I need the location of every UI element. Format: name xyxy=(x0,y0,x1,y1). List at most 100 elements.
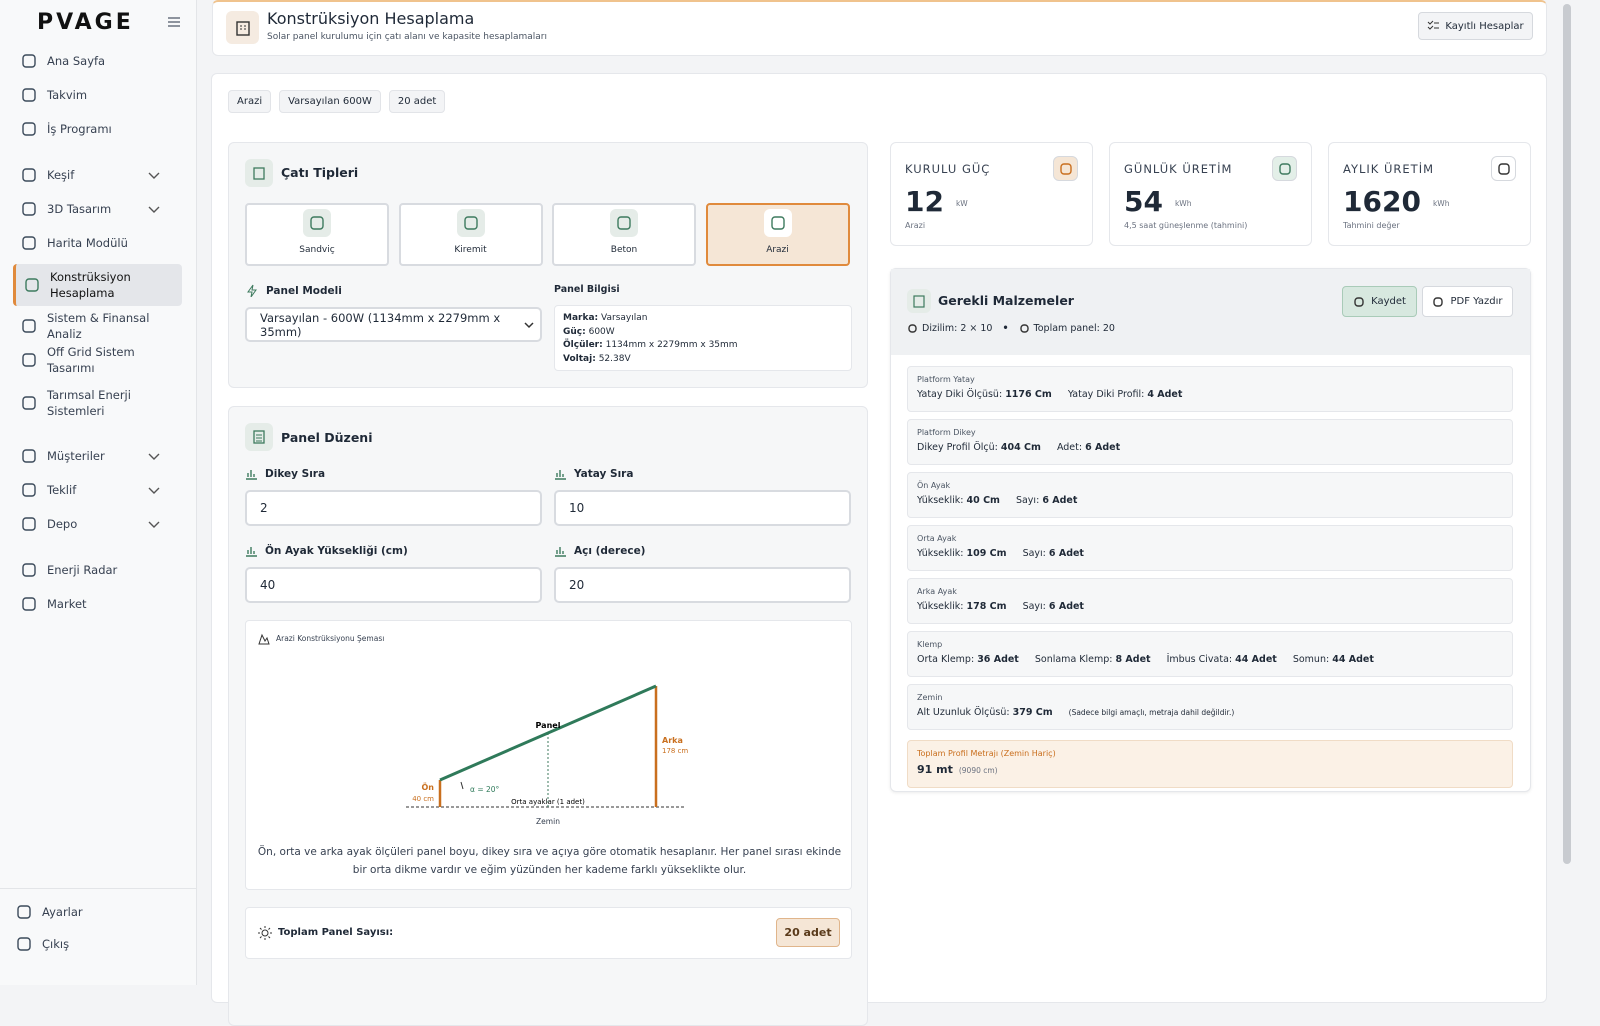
roof-option[interactable]: Arazi xyxy=(705,203,850,266)
menu-item[interactable]: 3D Tasarım xyxy=(13,195,182,223)
field-value: 36 Adet xyxy=(977,654,1019,665)
icon xyxy=(22,54,36,68)
menu-item[interactable]: Konstrüksiyon Hesaplama xyxy=(13,264,182,306)
button[interactable]: PDF Yazdır xyxy=(1422,286,1513,317)
diagram-note: Ön, orta ve arka ayak ölçüleri panel boy… xyxy=(257,846,842,876)
menu-label: Ayarlar xyxy=(42,905,83,919)
logo[interactable]: PVAGE xyxy=(37,10,134,35)
section-title: Çatı Tipleri xyxy=(281,165,359,180)
field-value: 6 Adet xyxy=(1048,601,1084,612)
stat-icon xyxy=(1053,156,1078,181)
total-value: 20 adet xyxy=(776,918,840,947)
menu-item[interactable]: İş Programı xyxy=(13,115,182,143)
menu-label: Çıkış xyxy=(42,937,70,951)
section-title: Gerekli Malzemeler xyxy=(938,293,1074,308)
field-label: Orta Klemp: xyxy=(917,654,975,665)
stat-icon xyxy=(1272,156,1297,181)
content-card: Çatı Tipleri Panel Modeli Varsayılan - 6… xyxy=(211,73,1547,1026)
number-input[interactable]: 20 xyxy=(554,567,851,603)
info-label: Güç: xyxy=(563,326,586,337)
panel-info: Marka: Varsayılan Güç: 600W Ölçüler: 1134m… xyxy=(554,305,852,371)
field-label: Panel Modeli xyxy=(246,284,342,297)
footer-item[interactable]: Ayarlar xyxy=(8,899,177,925)
front-height: 40 cm xyxy=(412,795,434,803)
menu-toggle[interactable] xyxy=(167,15,181,29)
field-label: Sayı: xyxy=(1015,495,1040,506)
value: 54 xyxy=(1124,185,1163,218)
divider xyxy=(0,888,197,889)
total-label: Toplam Panel Sayısı: xyxy=(278,927,394,938)
info-value: 52.38V xyxy=(598,353,631,364)
number-input[interactable]: 10 xyxy=(554,490,851,526)
material-item: Platform Dikey Dikey Profil Ölçü: 404 Cm A… xyxy=(907,419,1513,465)
field-value: 404 Cm xyxy=(1000,442,1041,453)
material-item: Zemin Alt Uzunluk Ölçüsü: 379 Cm (Sadece b… xyxy=(907,684,1513,730)
summary-text: Dizilim: 2 × 10 xyxy=(922,323,993,334)
info-row: Güç: 600W xyxy=(563,326,843,340)
icon xyxy=(22,319,36,333)
menu-label: Ana Sayfa xyxy=(47,54,106,68)
field-value: 6 Adet xyxy=(1042,495,1078,506)
field-value: 6 Adet xyxy=(1048,548,1084,559)
icon xyxy=(25,278,39,292)
label: Yatay Sıra xyxy=(574,467,634,480)
field-label: Yükseklik: xyxy=(917,495,964,506)
menu-label: Market xyxy=(47,597,87,611)
icon xyxy=(246,547,257,557)
saved-button[interactable]: Kayıtlı Hesaplar xyxy=(1418,12,1533,40)
material-note: (Sadece bilgi amaçlı, metraja dahil deği… xyxy=(1068,708,1235,717)
roof-option[interactable]: Kiremit xyxy=(398,203,543,266)
menu-item[interactable]: Ana Sayfa xyxy=(13,47,182,75)
roof-option[interactable]: Sandviç xyxy=(245,203,389,266)
menu-item[interactable]: Off Grid Sistem Tasarımı xyxy=(13,345,182,375)
icon xyxy=(22,563,36,577)
label: Dikey Sıra xyxy=(265,467,326,480)
menu-item[interactable]: Enerji Radar xyxy=(13,556,182,584)
material-item: Arka Ayak Yükseklik: 178 Cm Sayı: 6 Adet xyxy=(907,578,1513,624)
option-label: Arazi xyxy=(766,245,789,255)
roof-option[interactable]: Beton xyxy=(552,203,696,266)
menu-label: Müşteriler xyxy=(47,449,105,463)
field-value: 4 Adet xyxy=(1147,389,1183,400)
option-label: Kiremit xyxy=(454,245,487,255)
field-value: 379 Cm xyxy=(1012,707,1053,718)
button[interactable]: Kaydet xyxy=(1342,286,1417,317)
menu-item[interactable]: Market xyxy=(13,590,182,618)
field-value: 1176 Cm xyxy=(1005,389,1052,400)
icon xyxy=(1278,162,1291,175)
field-label: Sonlama Klemp: xyxy=(1034,654,1113,665)
summary-text: Toplam panel: 20 xyxy=(1033,323,1115,334)
chevron xyxy=(148,453,160,460)
chevron xyxy=(148,487,160,494)
select-value: Varsayılan - 600W (1134mm x 2279mm x 35m… xyxy=(260,310,501,339)
material-fields: Yükseklik: 40 Cm Sayı: 6 Adet xyxy=(917,495,1503,506)
number-input[interactable]: 40 xyxy=(245,567,542,603)
menu-item[interactable]: Müşteriler xyxy=(13,442,182,470)
menu-item[interactable]: Takvim xyxy=(13,81,182,109)
number-input[interactable]: 2 xyxy=(245,490,542,526)
menu-item[interactable]: Sistem & Finansal Analiz xyxy=(13,311,182,341)
menu-label: İş Programı xyxy=(47,122,112,136)
field-label: Sayı: xyxy=(1022,601,1046,612)
middle-label: Orta ayaklar (1 adet) xyxy=(511,798,585,806)
footer-item[interactable]: Çıkış xyxy=(8,931,177,957)
info-label: Ölçüler: xyxy=(563,340,603,350)
field-label: Dikey Profil Ölçü: xyxy=(917,442,998,453)
layout-card: Panel Düzeni Arazi Konstrüksiyonu Şeması… xyxy=(228,406,868,1026)
unit: kWh xyxy=(1432,198,1450,208)
icon xyxy=(770,216,785,230)
option-label: Beton xyxy=(610,245,638,255)
menu-item[interactable]: Keşif xyxy=(13,161,182,189)
menu-item[interactable]: Depo xyxy=(13,510,182,538)
stat-label: AYLIK ÜRETİM xyxy=(1343,162,1435,176)
model-select[interactable]: Varsayılan - 600W (1134mm x 2279mm x 35m… xyxy=(245,307,542,342)
menu-item[interactable]: Teklif xyxy=(13,476,182,504)
menu-item[interactable]: Tarımsal Enerji Sistemleri xyxy=(13,382,182,424)
chevron xyxy=(148,206,160,213)
header-icon xyxy=(226,11,259,44)
menu-item[interactable]: Harita Modülü xyxy=(13,229,182,257)
material-title: Arka Ayak xyxy=(917,587,957,596)
info-title: Panel Bilgisi xyxy=(554,284,620,295)
option-icon xyxy=(763,209,792,237)
